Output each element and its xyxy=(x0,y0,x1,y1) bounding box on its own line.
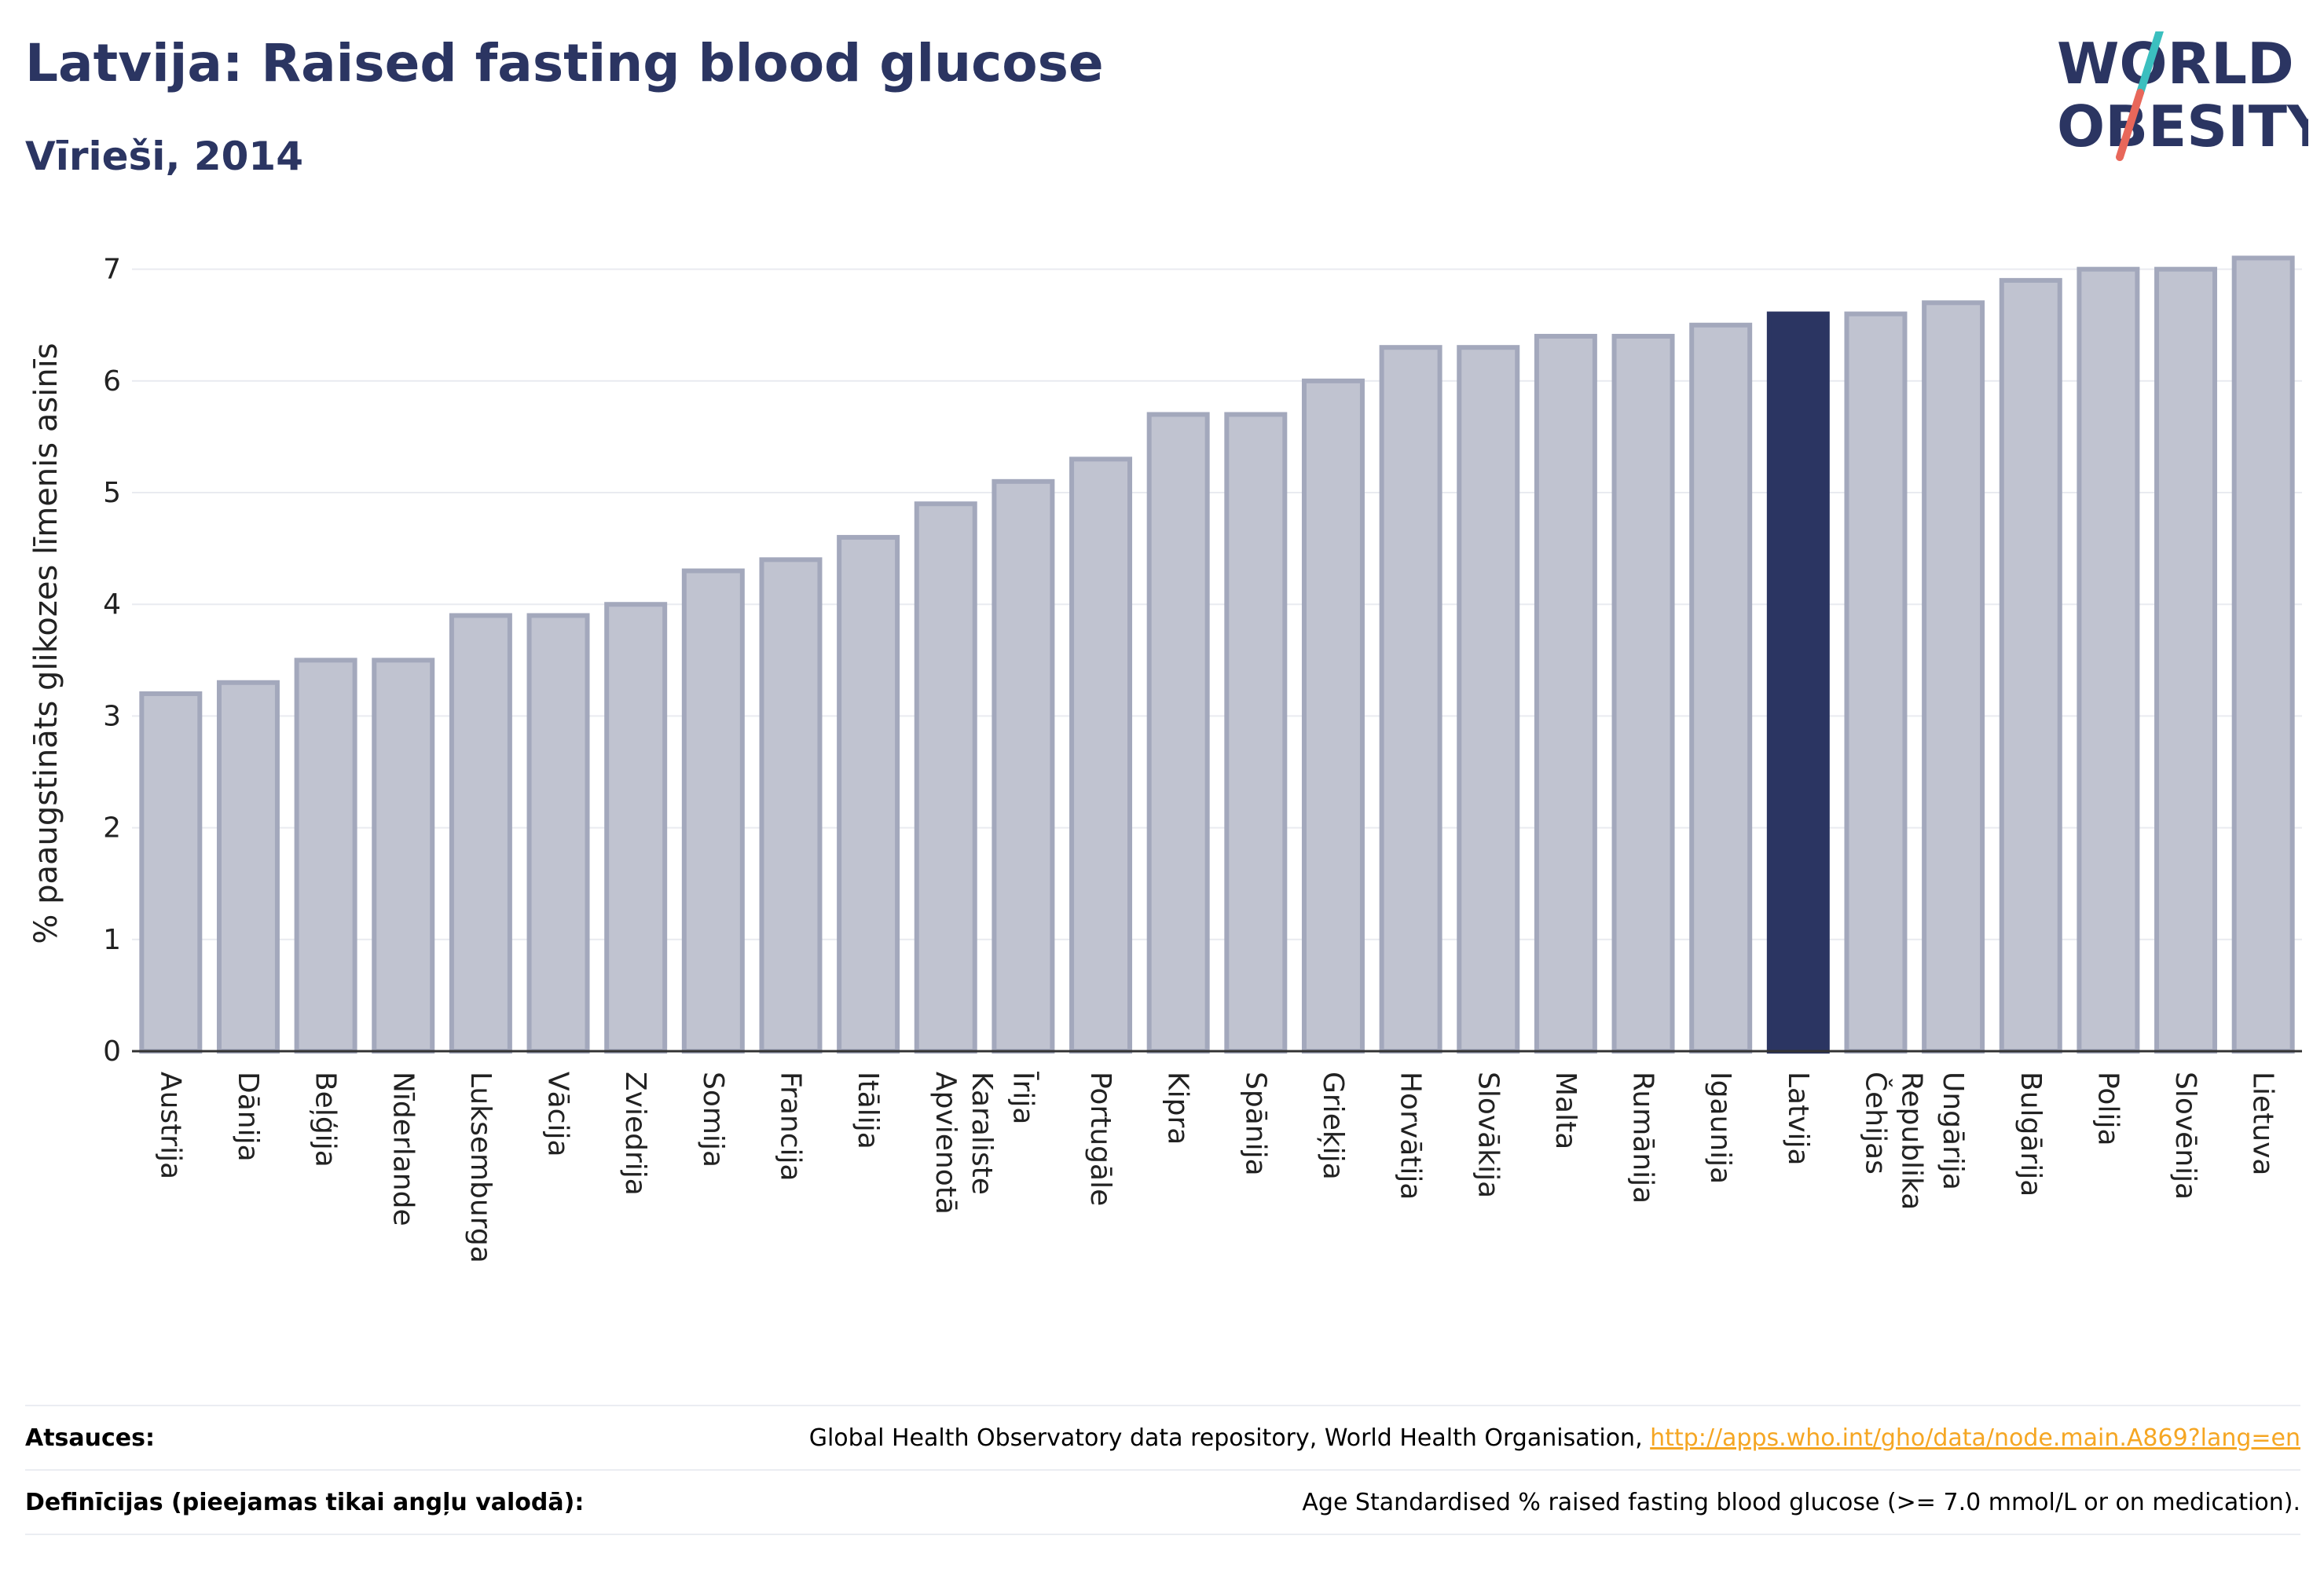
x-tick-label: Spānija xyxy=(1239,1072,1271,1176)
logo-slash-bottom xyxy=(2116,89,2144,161)
x-tick-label: Lietuva xyxy=(2247,1072,2279,1176)
bars xyxy=(139,255,2295,1054)
x-tick-label: Vācija xyxy=(542,1072,574,1157)
bar-Rumānija xyxy=(1611,333,1675,1054)
definitions-label: Definīcijas (pieejamas tikai angļu valod… xyxy=(25,1488,585,1516)
logo-line-2: OBESITY xyxy=(2057,93,2308,159)
y-tick-label: 5 xyxy=(103,477,121,509)
x-tick-label: Horvātija xyxy=(1395,1072,1427,1200)
bar-Itālija xyxy=(837,534,900,1054)
y-axis-title: % paaugstināts glikozes līmenis asinīs xyxy=(28,343,64,944)
x-tick-label: Luksemburga xyxy=(464,1072,497,1263)
x-tick-label: Francija xyxy=(774,1072,806,1182)
bar-Slovēnija xyxy=(2154,266,2218,1054)
bar-Horvātija xyxy=(1379,345,1442,1054)
y-tick-label: 6 xyxy=(103,365,121,398)
x-tick-labels: Austrija Dānija Beļģija Nīderlande Luksembur… xyxy=(154,1072,2278,1263)
x-tick-label: Apvienotā Karaliste xyxy=(929,1072,998,1215)
bar-Kipra xyxy=(1146,412,1210,1054)
bar-Apvienotā Karaliste xyxy=(914,501,977,1054)
bar-Vācija xyxy=(526,613,590,1054)
x-tick-label: Čehijas Republika xyxy=(1859,1072,1927,1210)
chart-subtitle: Vīrieši, 2014 xyxy=(25,134,304,179)
logo-line-1: WORLD xyxy=(2057,31,2294,97)
bar-Francija xyxy=(759,557,823,1054)
bar-chart: 0 1 2 3 4 5 6 7 Austrija Dānija Beļģija Nīderlande… xyxy=(28,254,2302,1263)
x-tick-label: Zviedrija xyxy=(619,1072,651,1196)
bar-Ungārija xyxy=(1922,300,1985,1054)
x-tick-label: Malta xyxy=(1549,1072,1582,1149)
sources-text: Global Health Observatory data repositor… xyxy=(808,1424,1651,1452)
chart-title: Latvija: Raised fasting blood glucose xyxy=(25,33,1104,93)
bar-Dānija xyxy=(216,680,280,1054)
bar-Igaunija xyxy=(1689,322,1753,1054)
bar-Zviedrija xyxy=(604,602,668,1054)
x-tick-label: Portugāle xyxy=(1084,1072,1116,1206)
y-tick-label: 0 xyxy=(103,1035,121,1068)
y-tick-label: 2 xyxy=(103,812,121,845)
bar-Grieķija xyxy=(1301,378,1365,1054)
sources-row: Atsauces: Global Health Observatory data… xyxy=(25,1406,2300,1469)
y-tick-label: 1 xyxy=(103,924,121,956)
x-tick-label: Somija xyxy=(697,1072,729,1167)
bar-Īrija xyxy=(992,478,1055,1054)
x-tick-label: Kipra xyxy=(1162,1072,1194,1145)
bar-Austrija xyxy=(139,691,203,1054)
footer-rule-bottom xyxy=(25,1534,2300,1535)
bar-Nīderlande xyxy=(372,658,435,1054)
bar-Lietuva xyxy=(2231,255,2295,1054)
logo-slash-top xyxy=(2136,31,2164,97)
x-tick-label: Ungārija xyxy=(1937,1072,1969,1190)
bar-Luksemburga xyxy=(449,613,512,1054)
bar-Beļģija xyxy=(294,658,357,1054)
bar-Latvija xyxy=(1766,311,1830,1054)
x-tick-label: Beļģija xyxy=(310,1072,342,1167)
x-tick-label: Latvija xyxy=(1782,1072,1814,1166)
definitions-row: Definīcijas (pieejamas tikai angļu valod… xyxy=(25,1471,2300,1534)
footer-rule-top xyxy=(25,1405,2300,1406)
bar-Portugāle xyxy=(1069,456,1133,1054)
y-tick-labels: 0 1 2 3 4 5 6 7 xyxy=(103,254,121,1068)
y-tick-label: 4 xyxy=(103,588,121,621)
sources-value: Global Health Observatory data repositor… xyxy=(809,1424,2300,1452)
bar-Čehijas Republika xyxy=(1844,311,1908,1054)
x-tick-label: Dānija xyxy=(232,1072,264,1162)
sources-link[interactable]: http://apps.who.int/gho/data/node.main.A… xyxy=(1650,1424,2300,1452)
x-tick-label: Bulgārija xyxy=(2014,1072,2047,1197)
x-tick-label: Austrija xyxy=(154,1072,186,1179)
world-obesity-logo: WORLD OBESITY xyxy=(2057,31,2308,161)
x-tick-label: Īrija xyxy=(1006,1072,1039,1124)
x-tick-label: Slovākija xyxy=(1472,1072,1504,1198)
y-tick-label: 7 xyxy=(103,254,121,286)
x-tick-label: Polija xyxy=(2091,1072,2124,1146)
bar-Slovākija xyxy=(1457,345,1520,1054)
x-tick-label: Nīderlande xyxy=(387,1072,419,1226)
x-tick-label: Grieķija xyxy=(1317,1072,1349,1180)
bar-Bulgārija xyxy=(1999,277,2062,1054)
bar-Polija xyxy=(2077,266,2140,1054)
bar-Malta xyxy=(1534,333,1597,1054)
definitions-text: Age Standardised % raised fasting blood … xyxy=(1302,1488,2300,1516)
y-tick-label: 3 xyxy=(103,700,121,732)
x-tick-label: Itālija xyxy=(852,1072,884,1149)
x-tick-label: Rumānija xyxy=(1627,1072,1659,1204)
x-tick-label: Igaunija xyxy=(1704,1072,1736,1184)
sources-label: Atsauces: xyxy=(25,1424,155,1452)
bar-Spānija xyxy=(1224,412,1288,1054)
footer-rule-middle xyxy=(25,1469,2300,1471)
bar-Somija xyxy=(681,568,745,1054)
x-tick-label: Slovēnija xyxy=(2169,1072,2201,1200)
